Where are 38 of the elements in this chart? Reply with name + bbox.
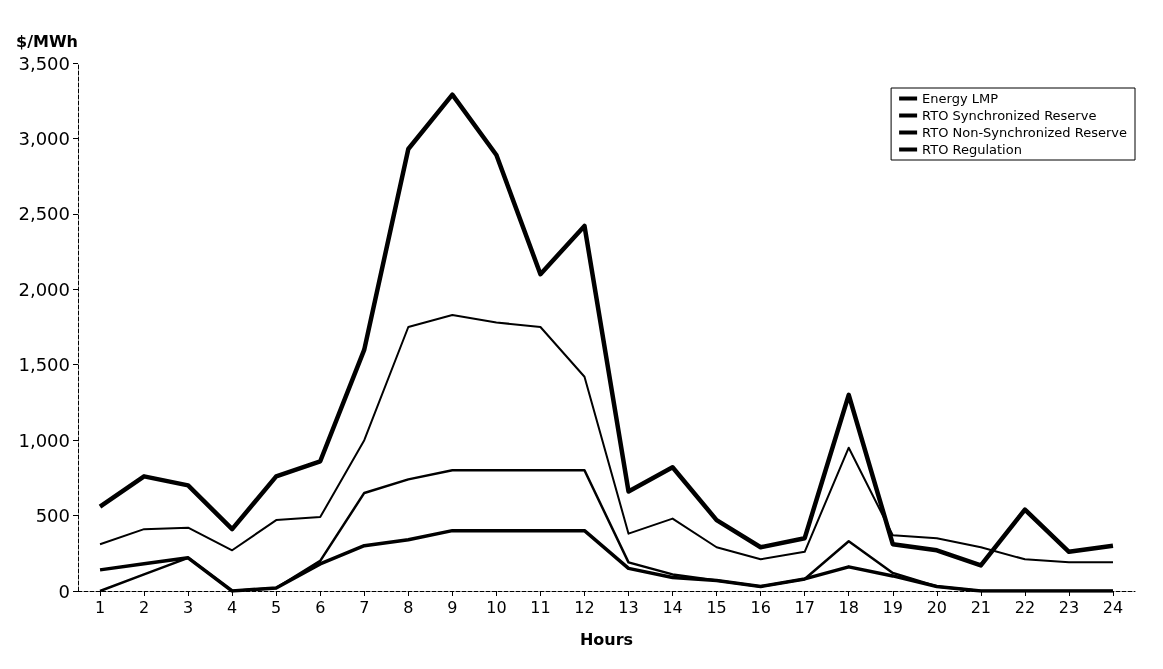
x-tick-label: 19: [882, 597, 903, 617]
x-tick-label: 24: [1102, 597, 1124, 617]
x-tick-label: 7: [359, 597, 370, 617]
x-tick-label: 15: [706, 597, 727, 617]
y-tick-label: 500: [35, 505, 70, 527]
x-axis-title: Hours: [579, 629, 634, 649]
x-tick-label: 1: [94, 597, 106, 617]
x-tick-label: 9: [447, 597, 458, 617]
legend-label: RTO Non-Synchronized Reserve: [922, 125, 1128, 140]
y-tick-label: 2,000: [18, 278, 70, 300]
legend-label: Energy LMP: [922, 91, 999, 106]
x-tick-label: 23: [1058, 597, 1080, 617]
x-tick-label: 20: [926, 597, 947, 617]
x-tick-label: 18: [838, 597, 859, 617]
x-tick-label: 8: [403, 597, 414, 617]
x-tick-label: 10: [486, 597, 507, 617]
x-tick-label: 11: [530, 597, 551, 617]
x-tick-label: 4: [227, 597, 238, 617]
y-tick-label: 0: [58, 580, 70, 602]
x-tick-label: 22: [1014, 597, 1036, 617]
x-tick-label: 16: [750, 597, 771, 617]
x-tick-label: 3: [183, 597, 194, 617]
y-axis-title: $/MWh: [16, 31, 78, 51]
y-tick-label: 3,500: [18, 52, 70, 74]
y-tick-label: 3,000: [18, 127, 70, 149]
x-tick-label: 2: [138, 597, 150, 617]
x-tick-label: 17: [794, 597, 815, 617]
x-tick-label: 21: [970, 597, 992, 617]
legend-label: RTO Synchronized Reserve: [922, 108, 1097, 123]
y-tick-label: 1,500: [18, 354, 70, 376]
x-tick-label: 14: [662, 597, 683, 617]
y-tick-label: 2,500: [18, 203, 70, 225]
legend-label: RTO Regulation: [922, 142, 1022, 157]
x-tick-label: 12: [574, 597, 595, 617]
x-tick-label: 13: [618, 597, 639, 617]
x-tick-label: 5: [271, 597, 282, 617]
x-tick-label: 6: [315, 597, 326, 617]
y-tick-label: 1,000: [18, 429, 70, 451]
